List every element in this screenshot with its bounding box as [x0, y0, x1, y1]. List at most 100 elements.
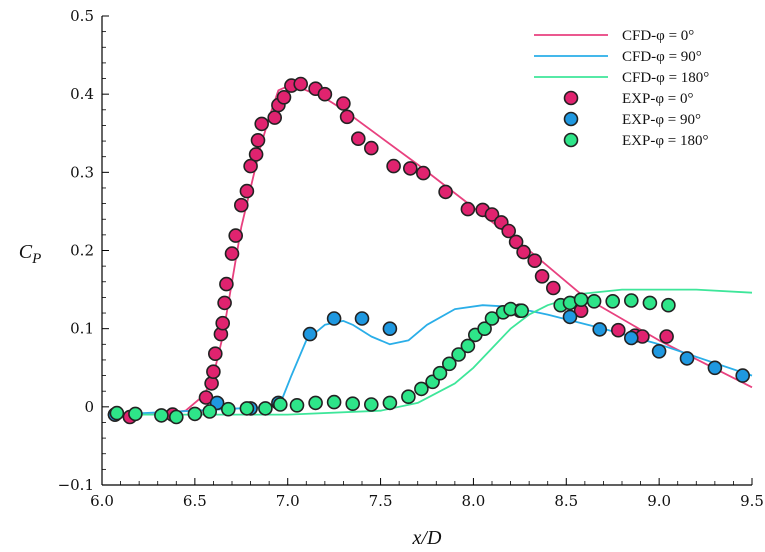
data-point [239, 183, 255, 199]
x-tick-label: 8.0 [461, 492, 485, 510]
svg-text:CP: CP [19, 241, 42, 267]
data-point [432, 365, 448, 381]
data-point [363, 140, 379, 156]
data-point [382, 395, 398, 411]
data-point [302, 326, 318, 342]
data-point [326, 394, 342, 410]
data-point [534, 268, 550, 284]
data-point [254, 116, 270, 132]
data-point [642, 295, 658, 311]
data-point [239, 401, 255, 416]
data-point [484, 311, 500, 326]
data-point [208, 346, 223, 362]
data-point [592, 322, 608, 337]
data-point [221, 401, 236, 417]
data-point [441, 356, 457, 372]
x-tick-label: 9.0 [647, 492, 671, 510]
data-point [514, 303, 530, 319]
data-point [562, 309, 578, 325]
x-tick-label: 6.0 [90, 492, 114, 510]
x-tick-label: 6.5 [183, 492, 207, 510]
legend-swatch [563, 132, 579, 148]
data-point [516, 244, 531, 260]
data-point [401, 389, 416, 405]
data-point [326, 311, 342, 326]
y-tick-label: −0.1 [58, 476, 94, 494]
legend-label: CFD-φ = 90° [622, 49, 702, 65]
data-point [610, 322, 626, 338]
data-point [345, 396, 361, 412]
data-point [477, 321, 492, 337]
x-tick-label: 7.5 [369, 492, 393, 510]
y-tick-label: 0.4 [70, 85, 94, 103]
data-point [350, 131, 366, 146]
data-point [527, 253, 543, 269]
data-point [272, 397, 288, 412]
data-point [623, 330, 639, 346]
data-point [317, 86, 333, 102]
x-tick-label: 7.0 [276, 492, 300, 510]
data-point [586, 293, 602, 309]
data-point [293, 76, 309, 92]
data-point [573, 292, 589, 308]
data-point [169, 409, 184, 425]
data-point [605, 293, 621, 309]
data-point [382, 321, 398, 337]
legend: CFD-φ = 0° CFD-φ = 90° CFD-φ = 180° EXP-φ =… [534, 28, 709, 149]
legend-label: CFD-φ = 180° [622, 70, 709, 86]
data-point [250, 133, 266, 148]
data-point [386, 158, 401, 174]
data-point [484, 207, 500, 222]
data-point [336, 96, 351, 111]
data-point [289, 397, 305, 413]
y-tick-label: 0.3 [70, 163, 94, 181]
data-point [363, 397, 379, 412]
legend-label: EXP-φ = 0° [622, 91, 693, 107]
legend-swatch [563, 90, 579, 106]
data-point [258, 401, 273, 416]
data-point [545, 280, 561, 296]
data-point [228, 228, 243, 243]
y-axis-title: CP [19, 241, 42, 267]
data-point [438, 184, 453, 200]
y-tick-label: 0.1 [70, 320, 94, 338]
x-tick-label: 9.5 [740, 492, 764, 510]
data-point [234, 197, 249, 213]
data-point [735, 368, 751, 383]
legend-label: EXP-φ = 90° [622, 112, 701, 128]
y-tick-label: 0.5 [70, 7, 94, 25]
y-tick-label: 0.2 [70, 242, 94, 260]
data-point [659, 329, 674, 344]
data-point [339, 109, 355, 125]
data-point [267, 110, 283, 125]
data-point [276, 90, 292, 105]
data-point [508, 234, 524, 250]
data-point [415, 165, 431, 181]
data-point [187, 406, 203, 422]
y-tick-label: 0 [84, 398, 94, 416]
data-point [215, 315, 230, 331]
data-point [204, 376, 219, 391]
x-axis-title: x/D [412, 527, 442, 549]
series-points [107, 76, 751, 425]
data-point [224, 246, 240, 261]
data-point [679, 351, 695, 366]
axes: 6.0 6.5 7.0 7.5 8.0 8.5 9.0 9.5 −0.1 0 0.1 0.2 0.3 0.… [58, 7, 764, 510]
data-point [414, 381, 429, 397]
series-line-1 [111, 304, 753, 416]
data-point [248, 147, 264, 162]
data-point [661, 297, 676, 313]
data-point [451, 347, 466, 362]
series-line-2 [111, 288, 753, 416]
data-point [109, 405, 125, 421]
data-point [243, 158, 258, 174]
data-point [154, 408, 169, 423]
data-point [354, 311, 370, 326]
data-point [460, 338, 476, 354]
data-point [707, 360, 723, 376]
legend-label: EXP-φ = 180° [622, 133, 708, 149]
data-point [217, 295, 232, 311]
data-point [402, 161, 418, 176]
data-point [128, 406, 143, 422]
